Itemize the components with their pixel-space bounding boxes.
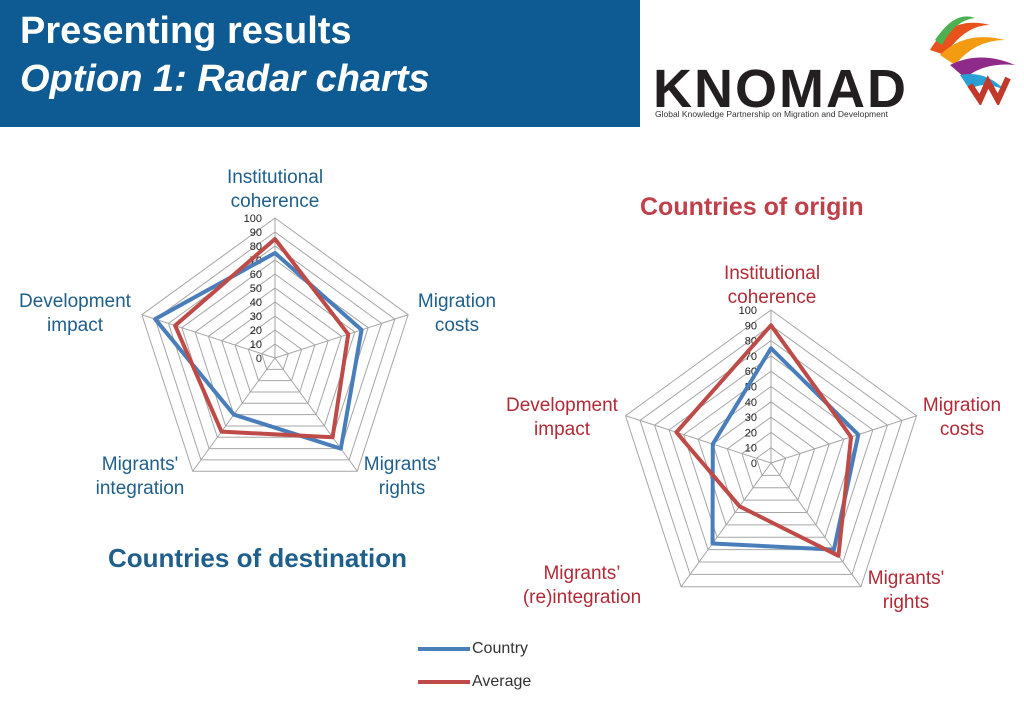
slide-title: Presenting results — [20, 10, 352, 52]
dest-axis-label-development: Development impact — [19, 291, 131, 336]
dest-spoke — [274, 357, 358, 472]
slide-subtitle: Option 1: Radar charts — [20, 58, 430, 100]
dest-axis-label-integration: Migrants' integration — [95, 454, 185, 499]
origin-series-average — [674, 323, 854, 558]
origin-axis-label-migration-costs: Migration costs — [922, 395, 1002, 440]
destination-heading: Countries of destination — [108, 543, 407, 573]
origin-axis-label-development: Development impact — [506, 395, 618, 440]
dest-tick-label: 20 — [250, 325, 262, 337]
dest-grid-ring — [154, 231, 396, 461]
knomad-logo: KNOMAD — [653, 59, 908, 119]
origin-axis-label-reintegration: Migrants’ (re)integration — [522, 563, 642, 608]
dest-grid-ring — [207, 287, 343, 416]
origin-axis-label-rights: Migrants' rights — [867, 568, 945, 613]
dest-grid-ring — [181, 259, 369, 438]
dest-tick-label: 80 — [250, 241, 262, 253]
legend-swatches — [418, 647, 470, 684]
dest-spoke — [141, 314, 276, 359]
origin-axis-label-institutional: Institutional coherence — [723, 263, 821, 308]
origin-tick-label: 40 — [745, 397, 757, 409]
dest-axis-label-migration-costs: Migration costs — [417, 291, 497, 336]
dest-axis-label-rights: Migrants' rights — [363, 454, 441, 499]
origin-grid-ring — [712, 401, 830, 514]
dest-tick-label: 40 — [250, 297, 262, 309]
legend-label-average: Average — [472, 673, 532, 690]
origin-grid-ring — [624, 309, 918, 588]
dest-grid-ring — [167, 245, 383, 450]
title-banner: Presenting results Option 1: Radar chart… — [0, 0, 640, 127]
dest-grid-ring — [247, 329, 303, 382]
dest-axis-label-institutional: Institutional coherence — [226, 167, 324, 212]
origin-tick-label: 20 — [745, 427, 757, 439]
dest-tick-label: 30 — [250, 311, 262, 323]
origin-grid-ring — [726, 416, 816, 501]
origin-grid-ring — [697, 385, 845, 526]
origin-tick-label: 0 — [751, 458, 757, 470]
dest-tick-label: 10 — [250, 339, 262, 351]
dest-series-average — [173, 237, 351, 440]
dest-grid-ring — [141, 217, 409, 472]
dest-tick-label: 60 — [250, 269, 262, 281]
dest-tick-label: 90 — [250, 227, 262, 239]
origin-tick-label: 90 — [745, 320, 757, 332]
origin-grid-ring — [668, 355, 874, 551]
origin-series-country — [710, 346, 861, 552]
dest-tick-label: 0 — [256, 353, 262, 365]
origin-tick-label: 100 — [739, 305, 757, 317]
dest-grid-ring — [261, 343, 289, 370]
dest-tick-label: 100 — [244, 213, 262, 225]
origin-grid-ring — [755, 447, 787, 476]
origin-spoke — [770, 462, 862, 588]
origin-grid-ring — [741, 431, 801, 489]
origin-spoke — [625, 415, 772, 464]
knomad-tagline: Global Knowledge Partnership on Migratio… — [655, 109, 888, 119]
origin-spoke — [770, 415, 917, 464]
dest-spoke — [274, 314, 409, 359]
dest-grid-ring — [221, 301, 329, 404]
origin-grid-ring — [654, 339, 888, 563]
origin-spoke — [680, 462, 772, 588]
swirl-logo-icon — [930, 16, 1015, 105]
dest-series-country — [153, 251, 364, 451]
origin-tick-label: 10 — [745, 443, 757, 455]
dest-tick-label: 50 — [250, 283, 262, 295]
origin-tick-label: 30 — [745, 412, 757, 424]
dest-grid-ring — [234, 315, 316, 393]
origin-grid-ring — [639, 324, 903, 575]
origin-heading: Countries of origin — [640, 193, 864, 221]
legend-label-country: Country — [472, 640, 529, 657]
